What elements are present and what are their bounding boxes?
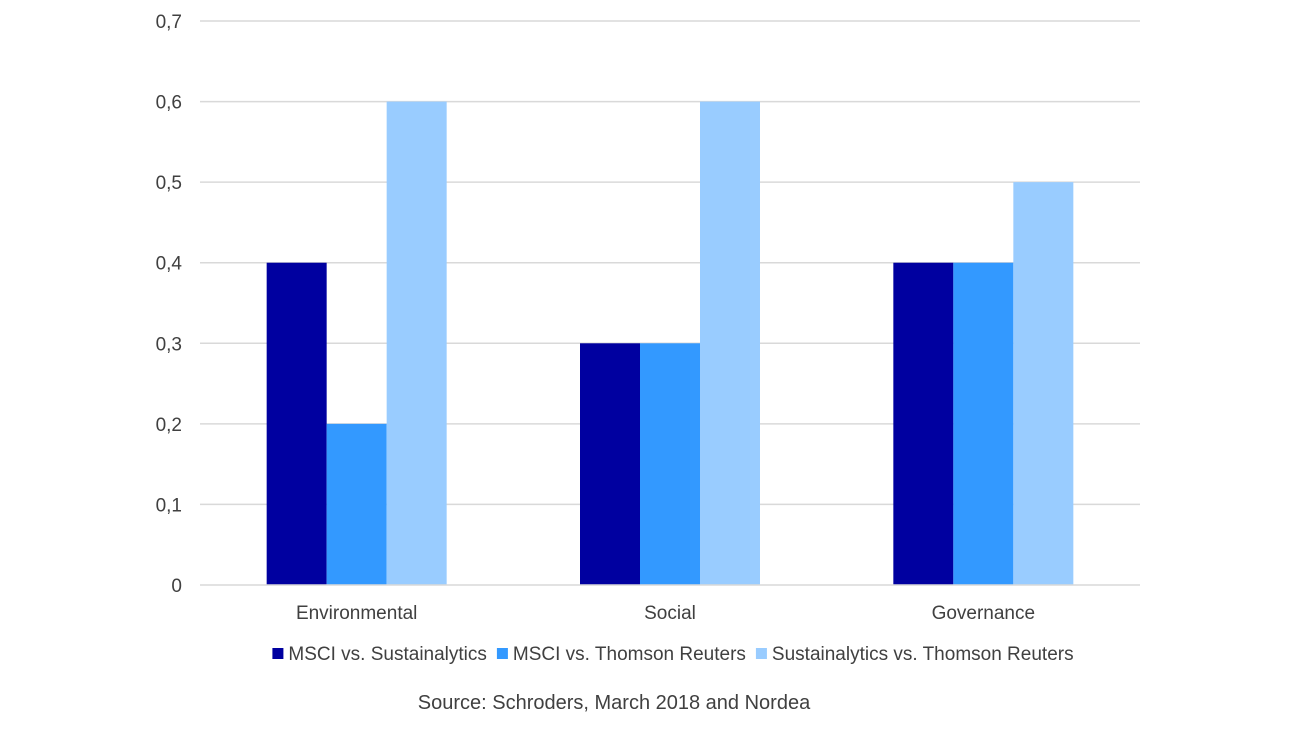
legend-swatch bbox=[496, 648, 508, 659]
bar bbox=[580, 343, 640, 585]
y-axis-ticks: 0 0,1 0,2 0,3 0,4 0,5 0,6 0,7 bbox=[156, 12, 183, 597]
bars bbox=[266, 101, 1074, 586]
bar bbox=[893, 262, 954, 585]
bar bbox=[266, 262, 327, 585]
bar bbox=[640, 343, 700, 585]
y-tick-label: 0,4 bbox=[156, 254, 183, 275]
legend-item: Sustainalytics vs. Thomson Reuters bbox=[755, 644, 1074, 665]
bar bbox=[700, 101, 760, 586]
legend-swatch bbox=[755, 648, 767, 659]
y-tick-label: 0,1 bbox=[156, 495, 182, 516]
y-tick-label: 0,3 bbox=[156, 334, 182, 355]
x-category-label: Social bbox=[644, 603, 696, 624]
source-note: Source: Schroders, March 2018 and Nordea bbox=[417, 692, 811, 714]
y-tick-label: 0,6 bbox=[156, 93, 182, 114]
y-tick-label: 0,2 bbox=[156, 415, 182, 436]
bar bbox=[326, 423, 387, 585]
bar bbox=[1013, 182, 1074, 585]
legend-swatch bbox=[272, 648, 284, 659]
legend: MSCI vs. Sustainalytics MSCI vs. Thomson … bbox=[272, 644, 1074, 665]
legend-item: MSCI vs. Thomson Reuters bbox=[496, 644, 746, 665]
bar bbox=[386, 101, 447, 586]
bar bbox=[953, 262, 1014, 585]
y-tick-label: 0,7 bbox=[156, 12, 182, 33]
legend-label: Sustainalytics vs. Thomson Reuters bbox=[772, 644, 1074, 665]
legend-label: MSCI vs. Sustainalytics bbox=[288, 644, 487, 665]
x-category-label: Governance bbox=[932, 603, 1036, 624]
legend-item: MSCI vs. Sustainalytics bbox=[272, 644, 487, 665]
x-category-label: Environmental bbox=[296, 603, 417, 624]
legend-label: MSCI vs. Thomson Reuters bbox=[513, 644, 746, 665]
y-tick-label: 0,5 bbox=[156, 173, 182, 194]
y-tick-label: 0 bbox=[171, 576, 182, 597]
x-axis: Environmental Social Governance bbox=[200, 584, 1140, 624]
